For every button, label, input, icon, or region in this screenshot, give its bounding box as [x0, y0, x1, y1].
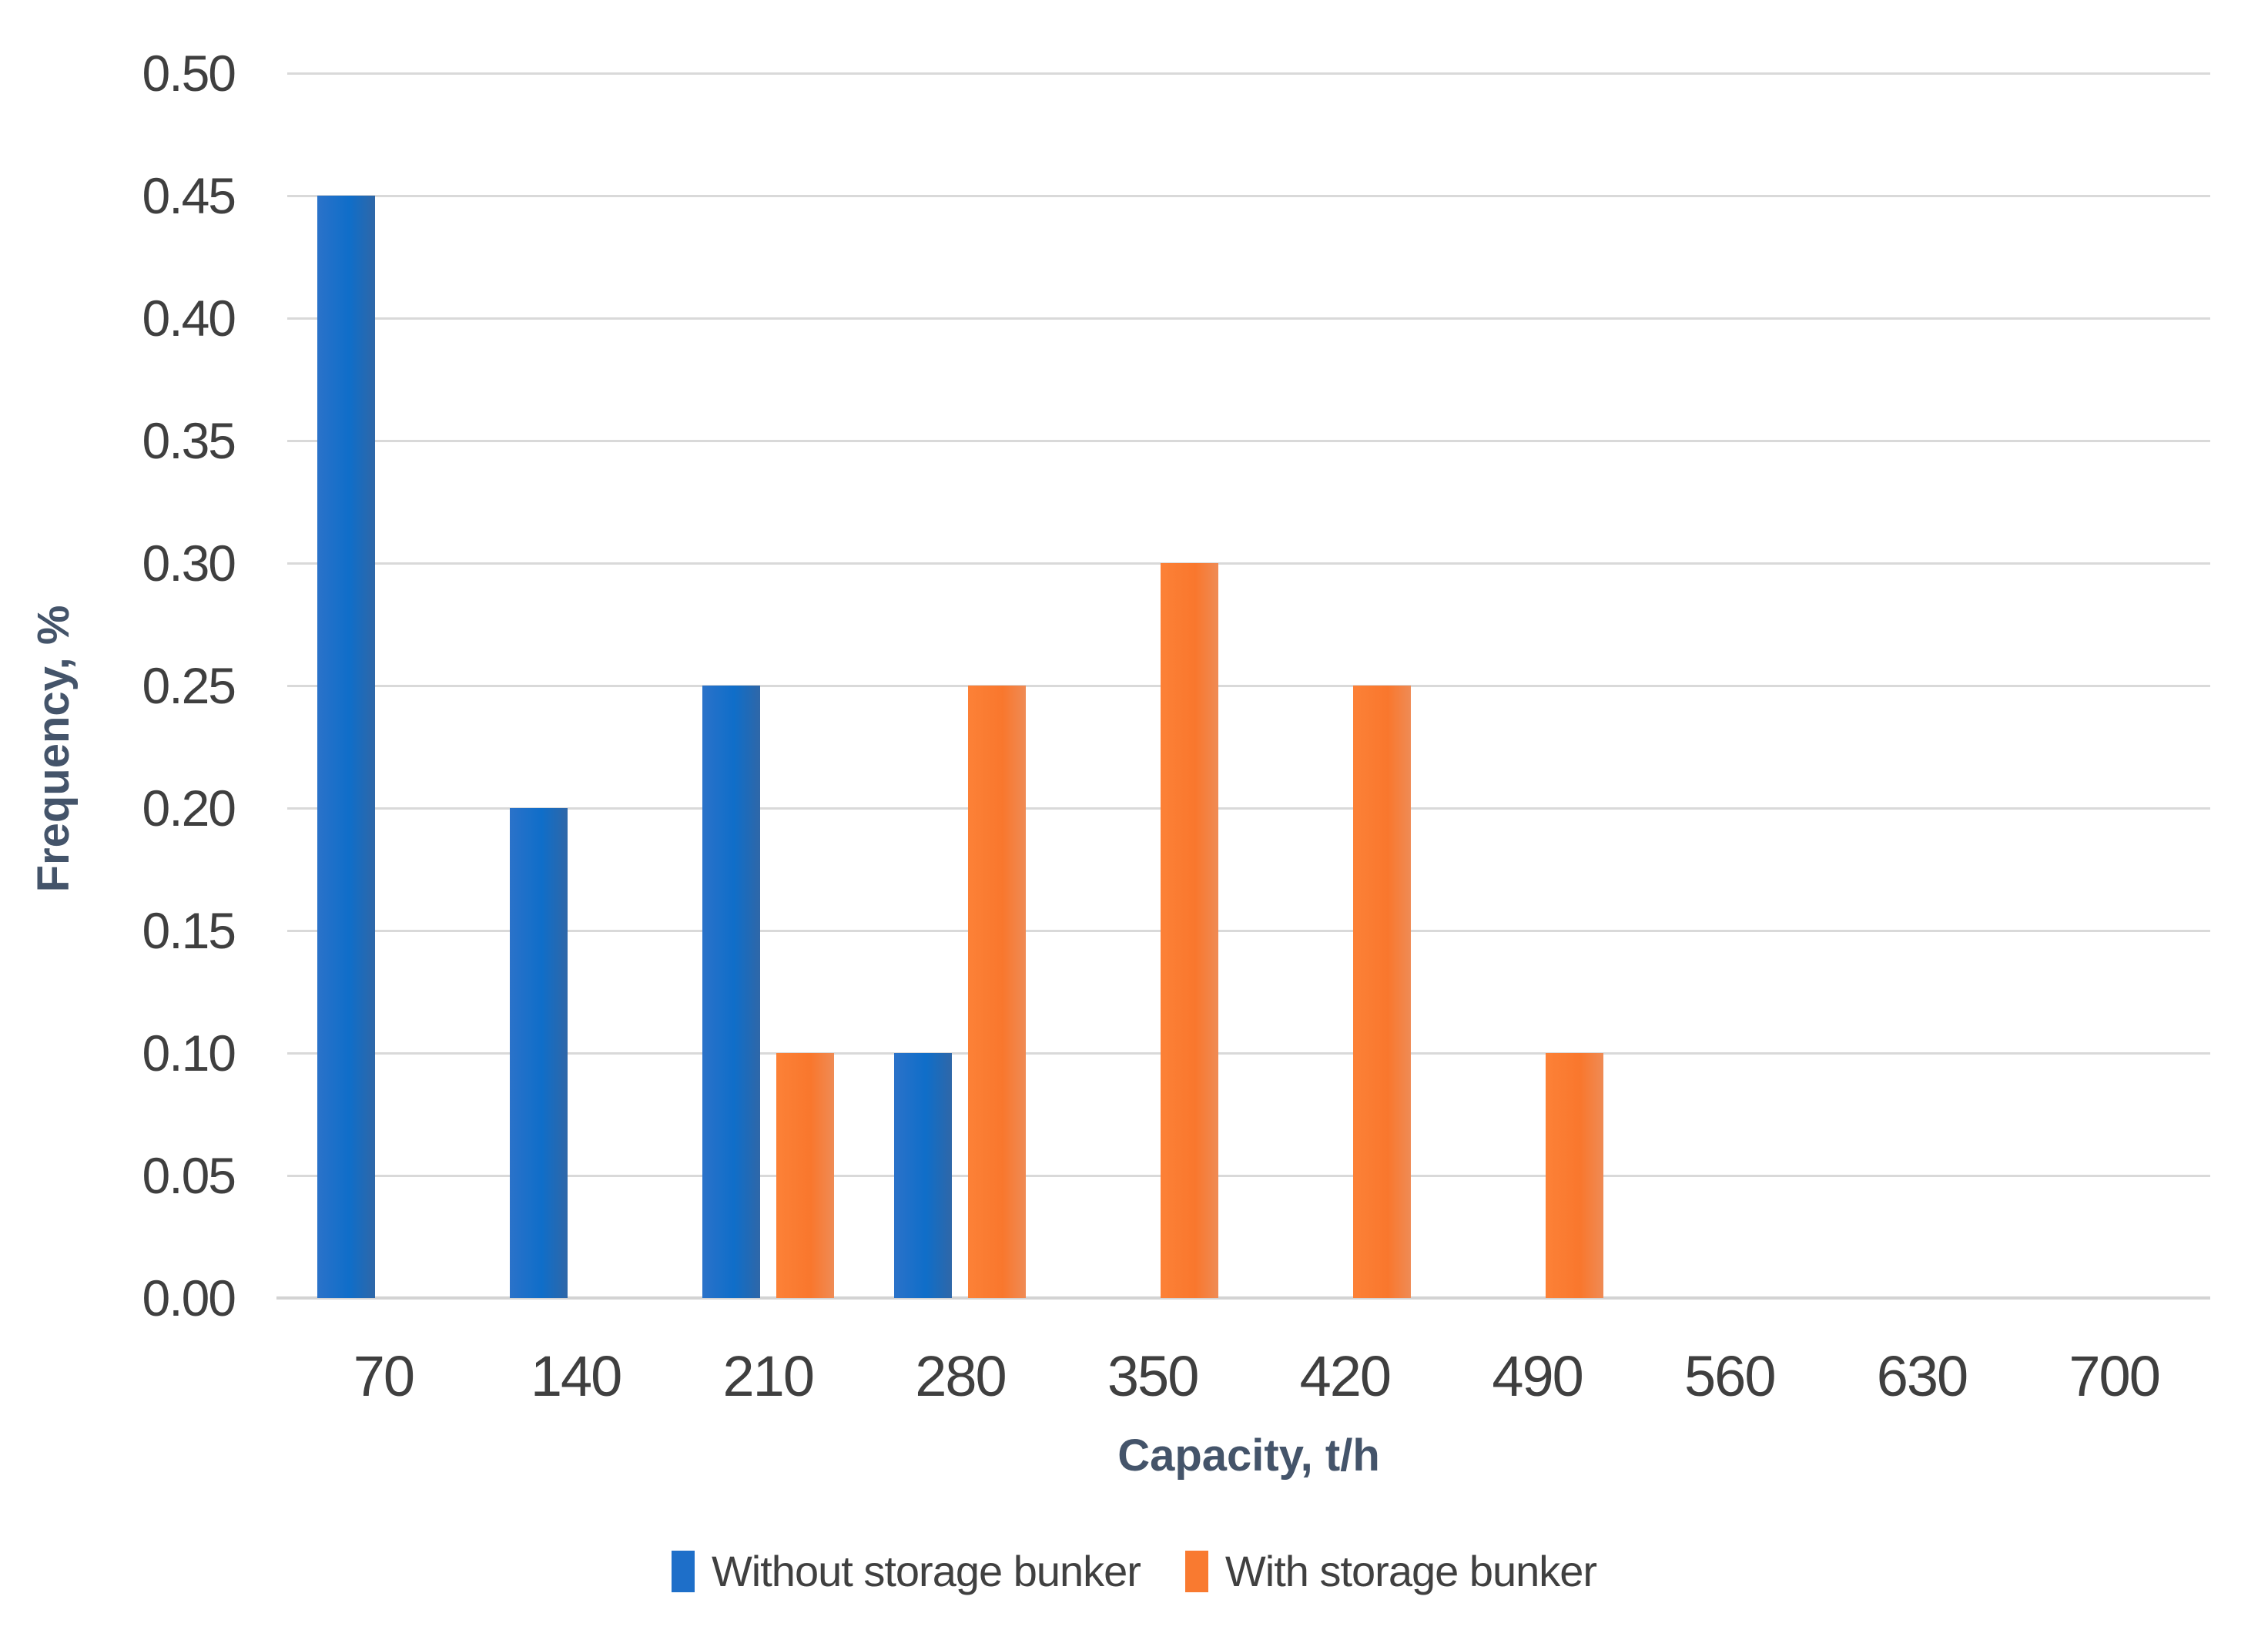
y-tick-label: 0.50: [142, 45, 236, 102]
gridline: [287, 1051, 2210, 1055]
gridline: [287, 807, 2210, 810]
gridline: [287, 562, 2210, 565]
legend-label: Without storage bunker: [711, 1547, 1141, 1595]
legend-label: With storage bunker: [1224, 1547, 1597, 1595]
gridline: [287, 684, 2210, 687]
x-tick-label: 700: [2069, 1344, 2160, 1408]
x-tick-label: 210: [722, 1344, 815, 1408]
x-tick-label: 560: [1684, 1344, 1776, 1408]
y-tick-label: 0.30: [142, 535, 236, 592]
bar-without-storage-bunker-70: [317, 196, 376, 1298]
x-tick-label: 70: [353, 1344, 415, 1408]
y-tick-label: 0.20: [142, 780, 236, 837]
y-axis-title: Frequency, %: [28, 605, 79, 893]
bar-with-storage-bunker-420: [1352, 686, 1411, 1298]
legend-marker-without-storage-bunker: [671, 1551, 695, 1592]
x-tick-label: 280: [915, 1344, 1007, 1408]
x-axis-line: [276, 1296, 2210, 1300]
gridline: [287, 317, 2210, 320]
bar-without-storage-bunker-140: [510, 808, 568, 1298]
gridline: [287, 194, 2210, 197]
y-tick-label: 0.05: [142, 1147, 236, 1204]
x-tick-label: 490: [1492, 1344, 1583, 1408]
x-tick-label: 630: [1876, 1344, 1968, 1408]
bar-with-storage-bunker-350: [1161, 563, 1219, 1298]
legend-item: With storage bunker: [1184, 1547, 1597, 1595]
x-tick-label: 350: [1107, 1344, 1199, 1408]
x-tick-label: 140: [530, 1344, 622, 1408]
gridline: [287, 929, 2210, 932]
y-tick-label: 0.45: [142, 167, 236, 224]
legend-item: Without storage bunker: [671, 1547, 1141, 1595]
y-tick-label: 0.40: [142, 290, 236, 347]
y-tick-label: 0.00: [142, 1269, 236, 1326]
legend: Without storage bunker With storage bunke…: [0, 1541, 2268, 1602]
x-axis-title: Capacity, t/h: [1117, 1430, 1380, 1481]
bar-with-storage-bunker-280: [968, 686, 1027, 1298]
x-tick-label: 420: [1299, 1344, 1392, 1408]
gridline: [287, 439, 2210, 442]
bar-with-storage-bunker-210: [776, 1053, 834, 1298]
y-tick-label: 0.10: [142, 1025, 236, 1082]
legend-marker-with-storage-bunker: [1184, 1551, 1208, 1592]
y-tick-label: 0.35: [142, 412, 236, 469]
gridline: [287, 1174, 2210, 1177]
y-tick-label: 0.15: [142, 902, 236, 959]
bar-without-storage-bunker-280: [894, 1053, 953, 1298]
gridline: [287, 72, 2210, 75]
y-tick-label: 0.25: [142, 657, 236, 714]
bar-with-storage-bunker-490: [1545, 1053, 1603, 1298]
plot-area: [276, 72, 2210, 1300]
bar-without-storage-bunker-210: [702, 686, 760, 1298]
